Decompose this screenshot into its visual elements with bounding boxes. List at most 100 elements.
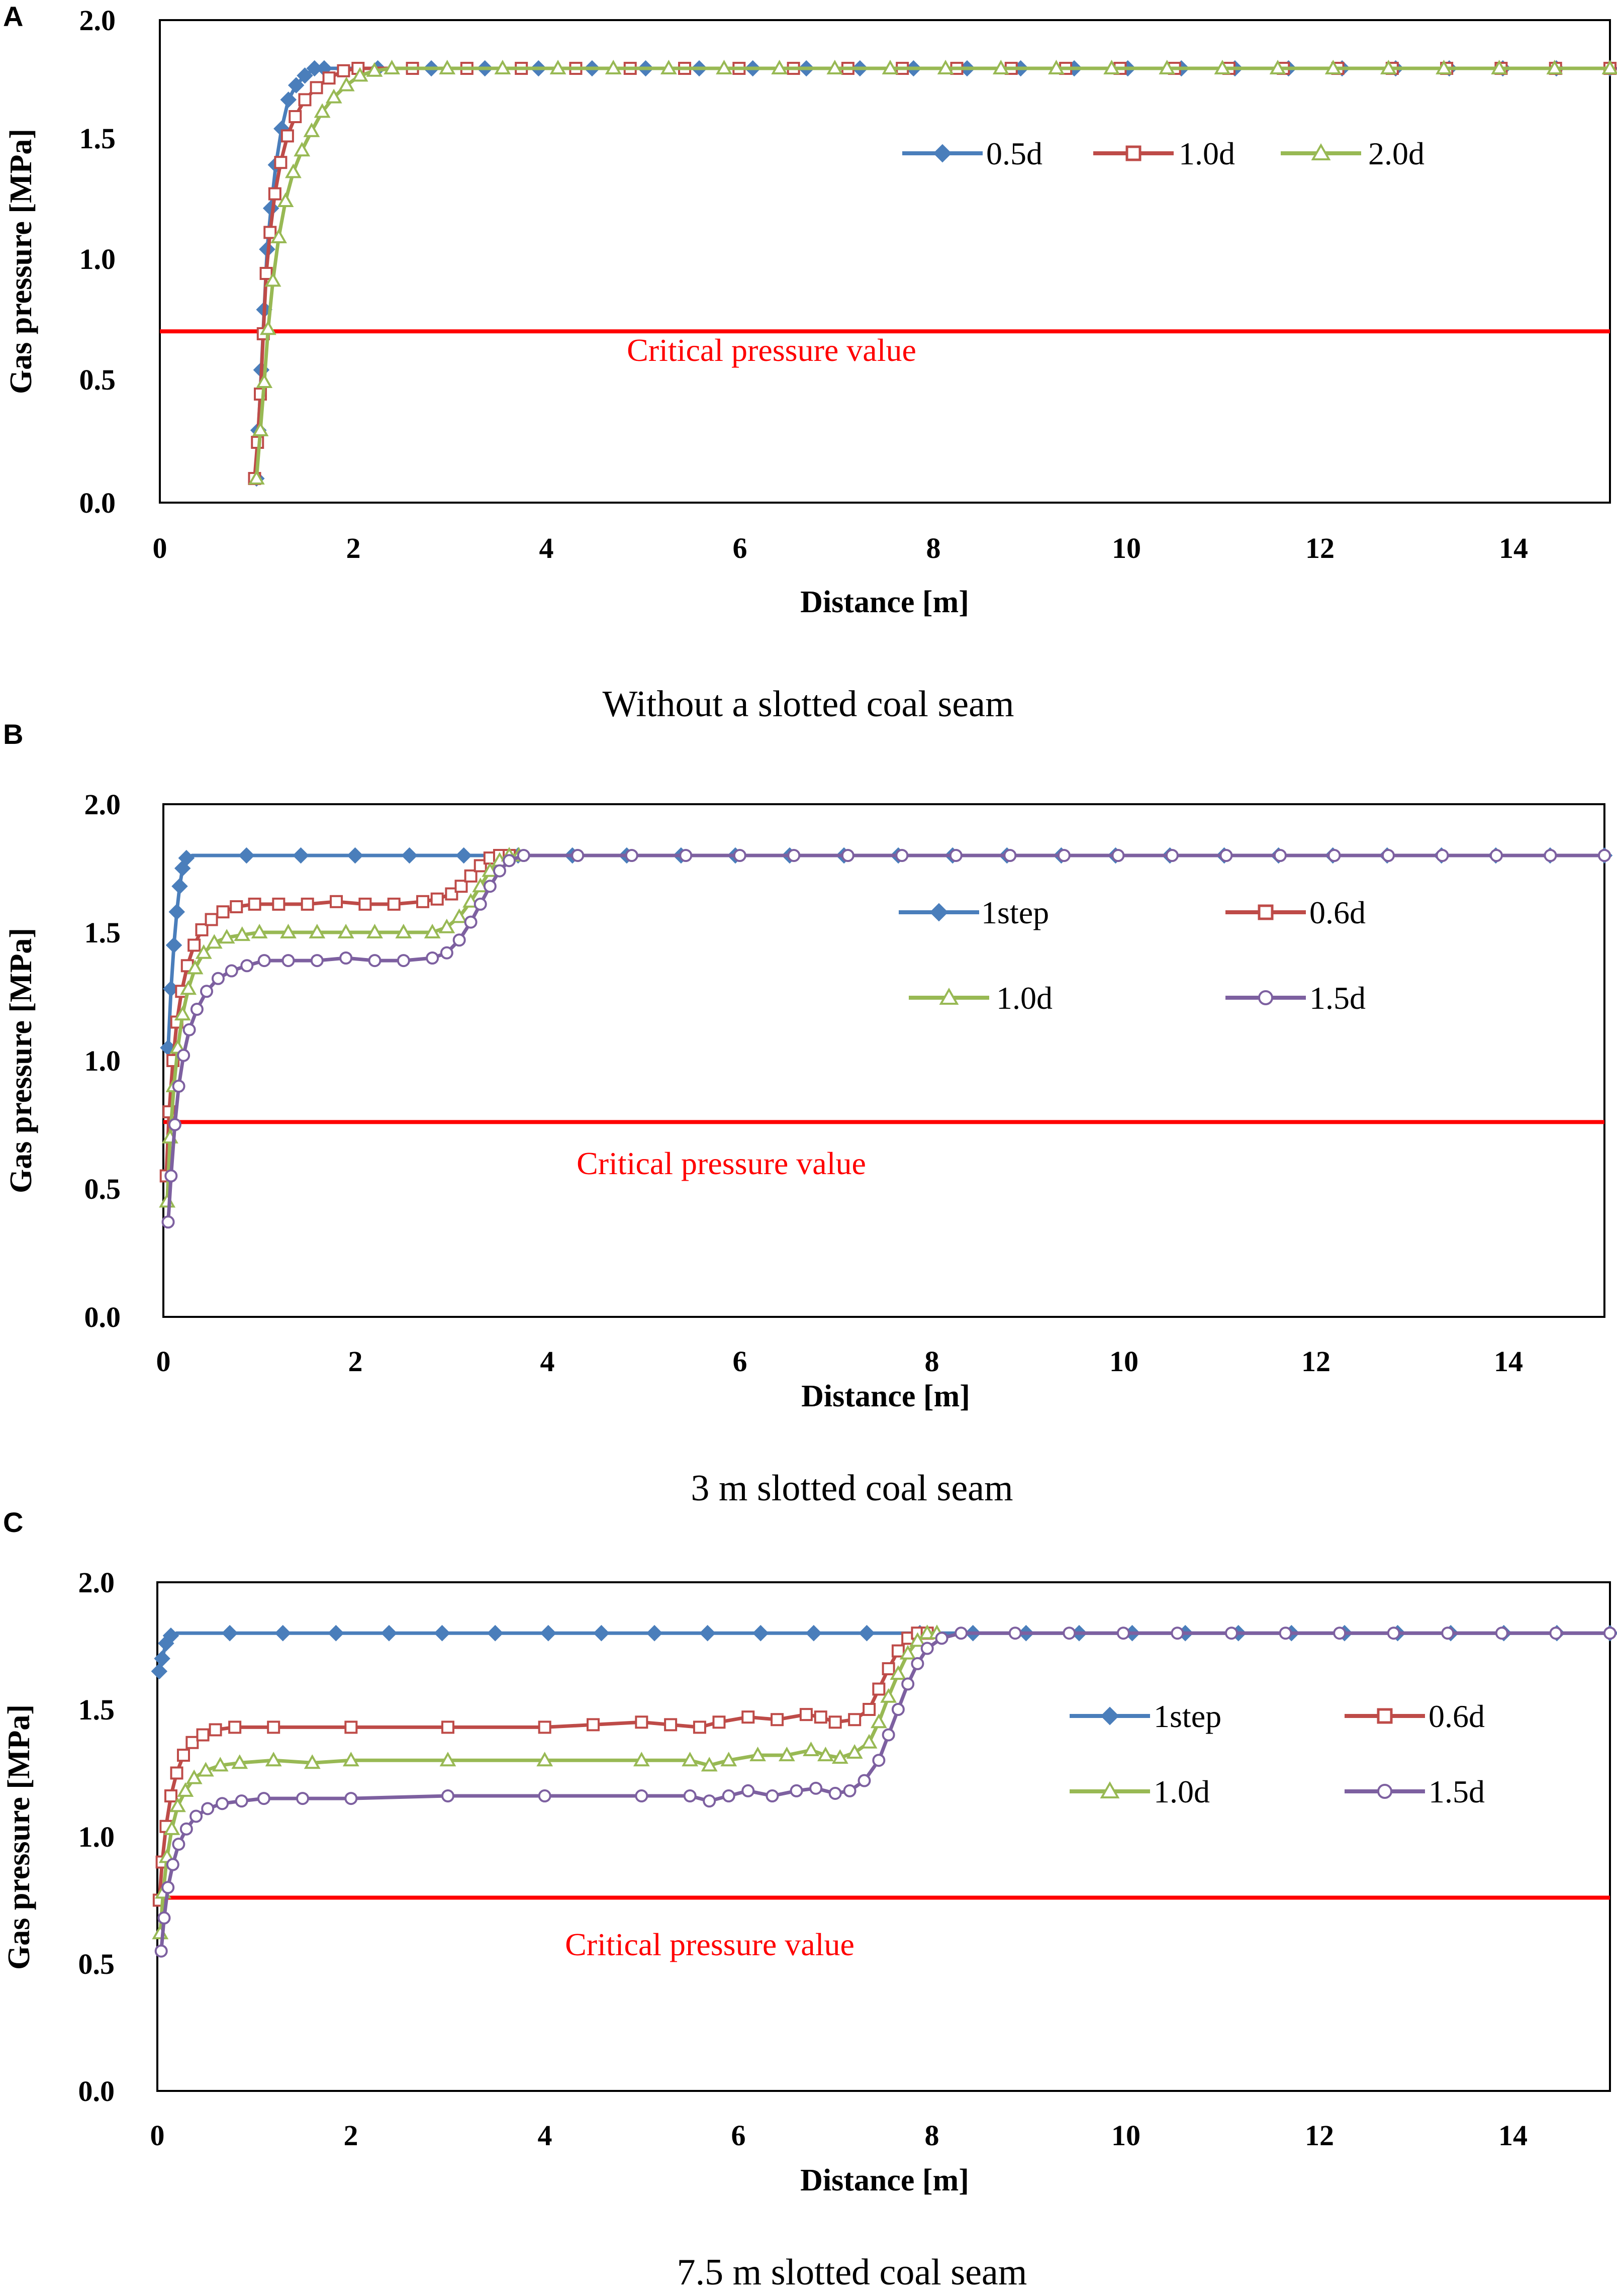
legend-label: 1step (981, 895, 1049, 930)
data-point-1.5d (901, 1677, 915, 1691)
x-tick-label: 4 (539, 532, 554, 564)
data-point-1.0d (439, 1752, 456, 1767)
data-point-1.5d (310, 954, 324, 968)
data-point-0.6d (248, 897, 261, 911)
data-point-2.0d (277, 192, 294, 207)
data-point-1.0d (310, 81, 323, 94)
data-point-0.5d (306, 60, 323, 77)
data-point-1.0d (861, 1734, 878, 1749)
data-point-1.0d (163, 1820, 180, 1835)
data-point-1.5d (452, 933, 466, 947)
data-point-0.6d (454, 880, 468, 893)
data-point-2.0d (338, 76, 355, 91)
data-point-1.5d (225, 964, 238, 978)
y-tick-labels: 0.0 0.5 1.0 1.5 2.0 (78, 1566, 115, 2108)
data-point-1.0d (263, 226, 277, 239)
data-point-0.6d (538, 1720, 551, 1734)
data-point-0.6d (693, 1720, 706, 1734)
data-point-1.5d (891, 1703, 905, 1716)
data-point-1step (646, 1624, 663, 1642)
data-point-2.0d (384, 59, 401, 74)
x-tick-label: 4 (540, 1345, 555, 1378)
data-point-1.5d (164, 1169, 178, 1183)
data-point-1.5d (703, 1794, 716, 1808)
data-point-0.6d (872, 1682, 886, 1696)
data-point-1.0d (880, 1688, 897, 1703)
legend-marker-diamond (933, 144, 952, 163)
legend-label: 1.5d (1429, 1774, 1485, 1809)
data-point-0.6d (882, 1662, 895, 1676)
data-point-1.5d (179, 1822, 193, 1836)
data-point-0.6d (464, 869, 478, 883)
data-point-1step (171, 878, 188, 895)
data-point-1step (151, 1663, 168, 1680)
x-tick-label: 4 (538, 2119, 552, 2152)
x-tick-label: 2 (346, 532, 361, 564)
data-point-1.5d (235, 1794, 248, 1808)
legend-marker-triangle (1311, 143, 1331, 160)
data-point-1.0d (817, 1747, 834, 1762)
data-point-1.0d (218, 929, 235, 944)
data-point-1.5d (211, 972, 225, 985)
data-point-1.5d (538, 1789, 551, 1803)
data-point-0.6d (196, 1728, 210, 1742)
data-point-1.5d (679, 849, 693, 862)
data-point-0.6d (828, 1715, 842, 1729)
data-point-1step (699, 1624, 716, 1642)
data-point-1.5d (872, 1754, 886, 1767)
data-point-1.0d (536, 1752, 553, 1767)
data-point-1.5d (741, 1784, 755, 1797)
data-point-1.5d (154, 1944, 168, 1958)
data-point-1.5d (339, 951, 353, 965)
data-point-1.5d (1008, 1627, 1022, 1640)
data-point-1.5d (790, 1784, 803, 1797)
x-tick-labels: 0 2 4 6 8 10 12 14 (156, 1345, 1524, 1378)
x-tick-label: 14 (1499, 532, 1528, 564)
data-point-1.5d (257, 954, 271, 968)
data-point-1.5d (1116, 1627, 1130, 1640)
chart-panel-a: A 0.0 0.5 1.0 1.5 2.0 0 2 4 6 8 10 12 14… (3, 1, 1617, 725)
data-point-2.0d (826, 59, 843, 74)
x-tick-label: 0 (150, 2119, 165, 2152)
data-point-2.0d (549, 59, 566, 74)
panel-caption: 3 m slotted coal seam (691, 1468, 1013, 1509)
data-point-0.6d (330, 895, 343, 908)
data-point-2.0d (366, 62, 383, 77)
data-point-1step (540, 1624, 557, 1642)
data-point-1.0d (280, 129, 294, 143)
data-point-1.0d (206, 934, 223, 949)
data-point-1.5d (1598, 849, 1611, 862)
data-point-1.5d (503, 854, 516, 868)
data-point-1.0d (831, 1749, 848, 1764)
data-point-1.5d (1111, 849, 1125, 862)
data-point-1.0d (195, 944, 212, 959)
critical-pressure-line-group: Critical pressure value (157, 1895, 1610, 1962)
x-tick-label: 2 (348, 1345, 363, 1378)
data-point-1.5d (722, 1789, 735, 1803)
data-point-1.0d (289, 110, 302, 123)
data-point-1.5d (1003, 849, 1017, 862)
y-tick-label: 0.5 (84, 1173, 121, 1205)
data-point-1.5d (441, 1789, 454, 1803)
data-point-1.5d (787, 849, 801, 862)
legend-marker-triangle (1100, 1781, 1120, 1798)
data-point-0.6d (587, 1718, 600, 1732)
data-point-1.0d (180, 980, 197, 995)
x-tick-label: 0 (153, 532, 167, 564)
data-point-1.5d (240, 959, 254, 973)
legend-marker-square (1258, 904, 1274, 920)
y-tick-label: 0.0 (78, 2075, 115, 2108)
data-point-1.5d (1333, 1627, 1347, 1640)
data-point-2.0d (314, 103, 331, 118)
data-point-1.0d (633, 1752, 650, 1767)
x-tick-label: 12 (1305, 532, 1335, 564)
x-tick-label: 2 (344, 2119, 358, 2152)
y-tick-label: 1.0 (79, 243, 116, 275)
data-point-0.6d (344, 1720, 358, 1734)
data-point-1.5d (733, 849, 746, 862)
plot-frame (159, 19, 1611, 504)
data-point-1.5d (625, 849, 638, 862)
x-tick-label: 8 (925, 2119, 939, 2152)
data-point-2.0d (294, 142, 311, 157)
data-point-1step (487, 1624, 504, 1642)
